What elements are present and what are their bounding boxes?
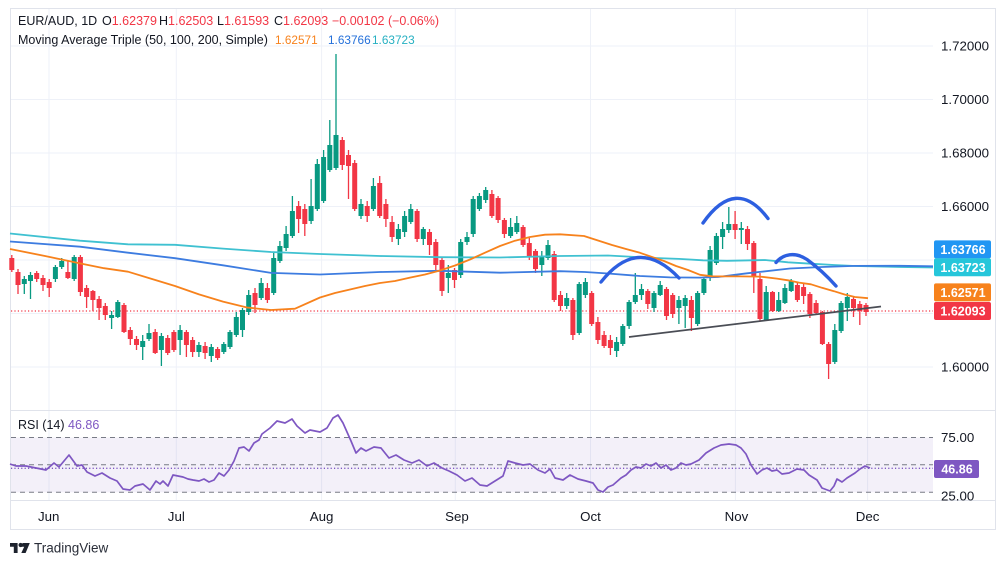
svg-text:Aug: Aug xyxy=(310,509,334,524)
svg-text:1.66000: 1.66000 xyxy=(941,199,989,214)
svg-text:1.63766: 1.63766 xyxy=(328,33,371,47)
svg-text:L1.61593: L1.61593 xyxy=(217,14,269,28)
svg-text:1.72000: 1.72000 xyxy=(941,39,989,54)
svg-text:Nov: Nov xyxy=(725,509,749,524)
svg-text:25.00: 25.00 xyxy=(941,489,974,504)
svg-text:75.00: 75.00 xyxy=(941,430,974,445)
svg-text:1.63723: 1.63723 xyxy=(372,33,415,47)
svg-text:Sep: Sep xyxy=(445,509,469,524)
svg-text:EUR/AUD, 1D: EUR/AUD, 1D xyxy=(18,14,97,28)
svg-text:TradingView: TradingView xyxy=(34,541,109,556)
svg-text:Jul: Jul xyxy=(168,509,185,524)
svg-text:Oct: Oct xyxy=(580,509,601,524)
svg-text:C1.62093: C1.62093 xyxy=(274,14,328,28)
svg-text:Moving Average Triple (50, 100: Moving Average Triple (50, 100, 200, Sim… xyxy=(18,33,268,47)
svg-text:46.86: 46.86 xyxy=(68,418,99,432)
svg-text:1.60000: 1.60000 xyxy=(941,360,989,375)
svg-text:1.63723: 1.63723 xyxy=(940,261,985,275)
svg-text:1.62093: 1.62093 xyxy=(940,305,985,319)
svg-text:1.63766: 1.63766 xyxy=(940,243,985,257)
svg-text:Dec: Dec xyxy=(856,509,880,524)
svg-text:H1.62503: H1.62503 xyxy=(159,14,213,28)
svg-text:Jun: Jun xyxy=(38,509,59,524)
svg-text:−0.00102 (−0.06%): −0.00102 (−0.06%) xyxy=(332,14,439,28)
svg-text:1.62571: 1.62571 xyxy=(940,286,985,300)
svg-text:O1.62379: O1.62379 xyxy=(102,14,157,28)
svg-text:RSI (14): RSI (14) xyxy=(18,418,65,432)
svg-text:1.68000: 1.68000 xyxy=(941,146,989,161)
svg-text:46.86: 46.86 xyxy=(941,463,972,477)
svg-text:1.62571: 1.62571 xyxy=(275,33,318,47)
svg-text:1.70000: 1.70000 xyxy=(941,92,989,107)
